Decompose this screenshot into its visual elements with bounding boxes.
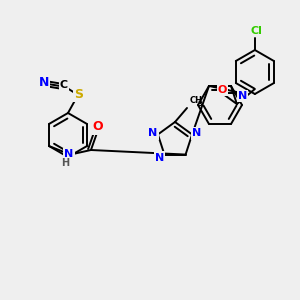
Text: Cl: Cl xyxy=(251,26,263,36)
Text: N: N xyxy=(39,76,49,89)
Text: N: N xyxy=(193,128,202,138)
Text: N: N xyxy=(148,128,158,138)
Text: N: N xyxy=(155,153,164,163)
Text: CH: CH xyxy=(190,96,203,105)
Text: N: N xyxy=(64,149,74,159)
Text: C: C xyxy=(60,80,68,90)
Text: N: N xyxy=(238,91,247,101)
Text: H: H xyxy=(61,158,69,168)
Text: 3: 3 xyxy=(198,101,203,107)
Text: O: O xyxy=(93,121,103,134)
Text: O: O xyxy=(218,85,227,95)
Text: S: S xyxy=(74,88,83,100)
